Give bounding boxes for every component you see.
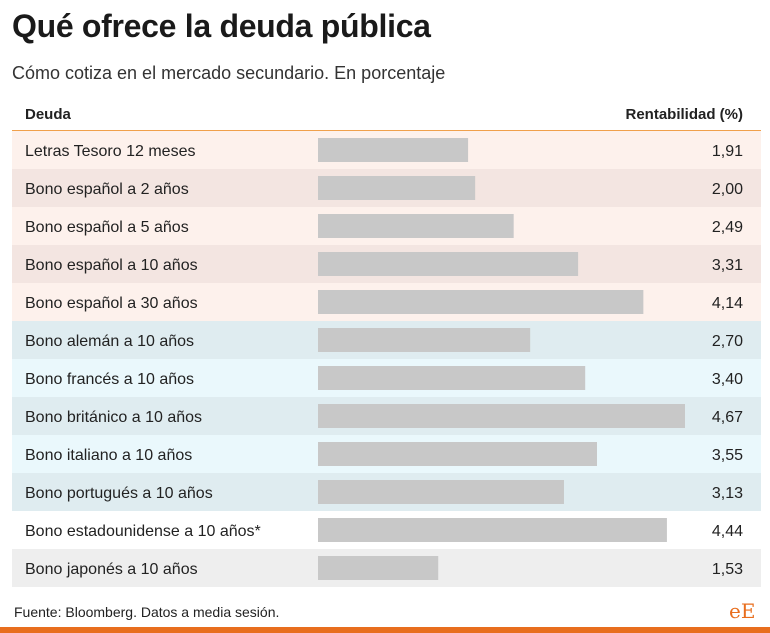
table-row: Bono estadounidense a 10 años* 4,44 <box>12 511 761 549</box>
chart-subtitle: Cómo cotiza en el mercado secundario. En… <box>12 63 446 83</box>
category-label: Bono alemán a 10 años <box>25 333 194 350</box>
bar <box>318 518 667 542</box>
eleconomista-logo: eE <box>729 599 756 623</box>
category-label: Bono japonés a 10 años <box>25 561 198 578</box>
table-row: Bono británico a 10 años 4,67 <box>12 397 761 435</box>
table-row: Bono francés a 10 años 3,40 <box>12 359 761 397</box>
bar <box>318 442 597 466</box>
category-label: Bono español a 10 años <box>25 257 198 274</box>
table-row: Bono italiano a 10 años 3,55 <box>12 435 761 473</box>
value-label: 4,67 <box>712 409 743 426</box>
bar <box>318 556 439 580</box>
category-label: Bono estadounidense a 10 años* <box>25 523 261 540</box>
value-label: 1,91 <box>712 143 743 160</box>
table-row: Bono español a 30 años 4,14 <box>12 283 761 321</box>
bar <box>318 138 469 162</box>
value-label: 3,13 <box>712 485 743 502</box>
value-label: 4,14 <box>712 295 743 312</box>
value-label: 2,70 <box>712 333 743 350</box>
category-label: Bono italiano a 10 años <box>25 447 192 464</box>
column-header-deuda: Deuda <box>25 106 71 123</box>
value-label: 3,40 <box>712 371 743 388</box>
bar <box>318 214 514 238</box>
bottom-accent-bar <box>0 627 770 633</box>
value-label: 2,49 <box>712 219 743 236</box>
bar <box>318 290 644 314</box>
category-label: Bono portugués a 10 años <box>25 485 213 502</box>
category-label: Bono español a 5 años <box>25 219 189 236</box>
column-header-rentabilidad: Rentabilidad (%) <box>625 106 743 123</box>
bar <box>318 252 579 276</box>
category-label: Bono español a 2 años <box>25 181 189 198</box>
table-row: Bono español a 5 años 2,49 <box>12 207 761 245</box>
chart-title: Qué ofrece la deuda pública <box>12 8 431 44</box>
category-label: Bono británico a 10 años <box>25 409 202 426</box>
bar <box>318 176 476 200</box>
bar <box>318 328 531 352</box>
category-label: Bono español a 30 años <box>25 295 198 312</box>
category-label: Letras Tesoro 12 meses <box>25 143 195 160</box>
category-label: Bono francés a 10 años <box>25 371 194 388</box>
bar <box>318 366 586 390</box>
table-row: Bono español a 10 años 3,31 <box>12 245 761 283</box>
table-row: Bono japonés a 10 años 1,53 <box>12 549 761 587</box>
value-label: 4,44 <box>712 523 743 540</box>
table-row: Letras Tesoro 12 meses 1,91 <box>12 131 761 169</box>
table-row: Bono español a 2 años 2,00 <box>12 169 761 207</box>
table-row: Bono alemán a 10 años 2,70 <box>12 321 761 359</box>
value-label: 3,31 <box>712 257 743 274</box>
value-label: 3,55 <box>712 447 743 464</box>
value-label: 1,53 <box>712 561 743 578</box>
value-label: 2,00 <box>712 181 743 198</box>
bar <box>318 404 685 428</box>
source-note: Fuente: Bloomberg. Datos a media sesión. <box>14 604 280 620</box>
table-row: Bono portugués a 10 años 3,13 <box>12 473 761 511</box>
bar <box>318 480 564 504</box>
